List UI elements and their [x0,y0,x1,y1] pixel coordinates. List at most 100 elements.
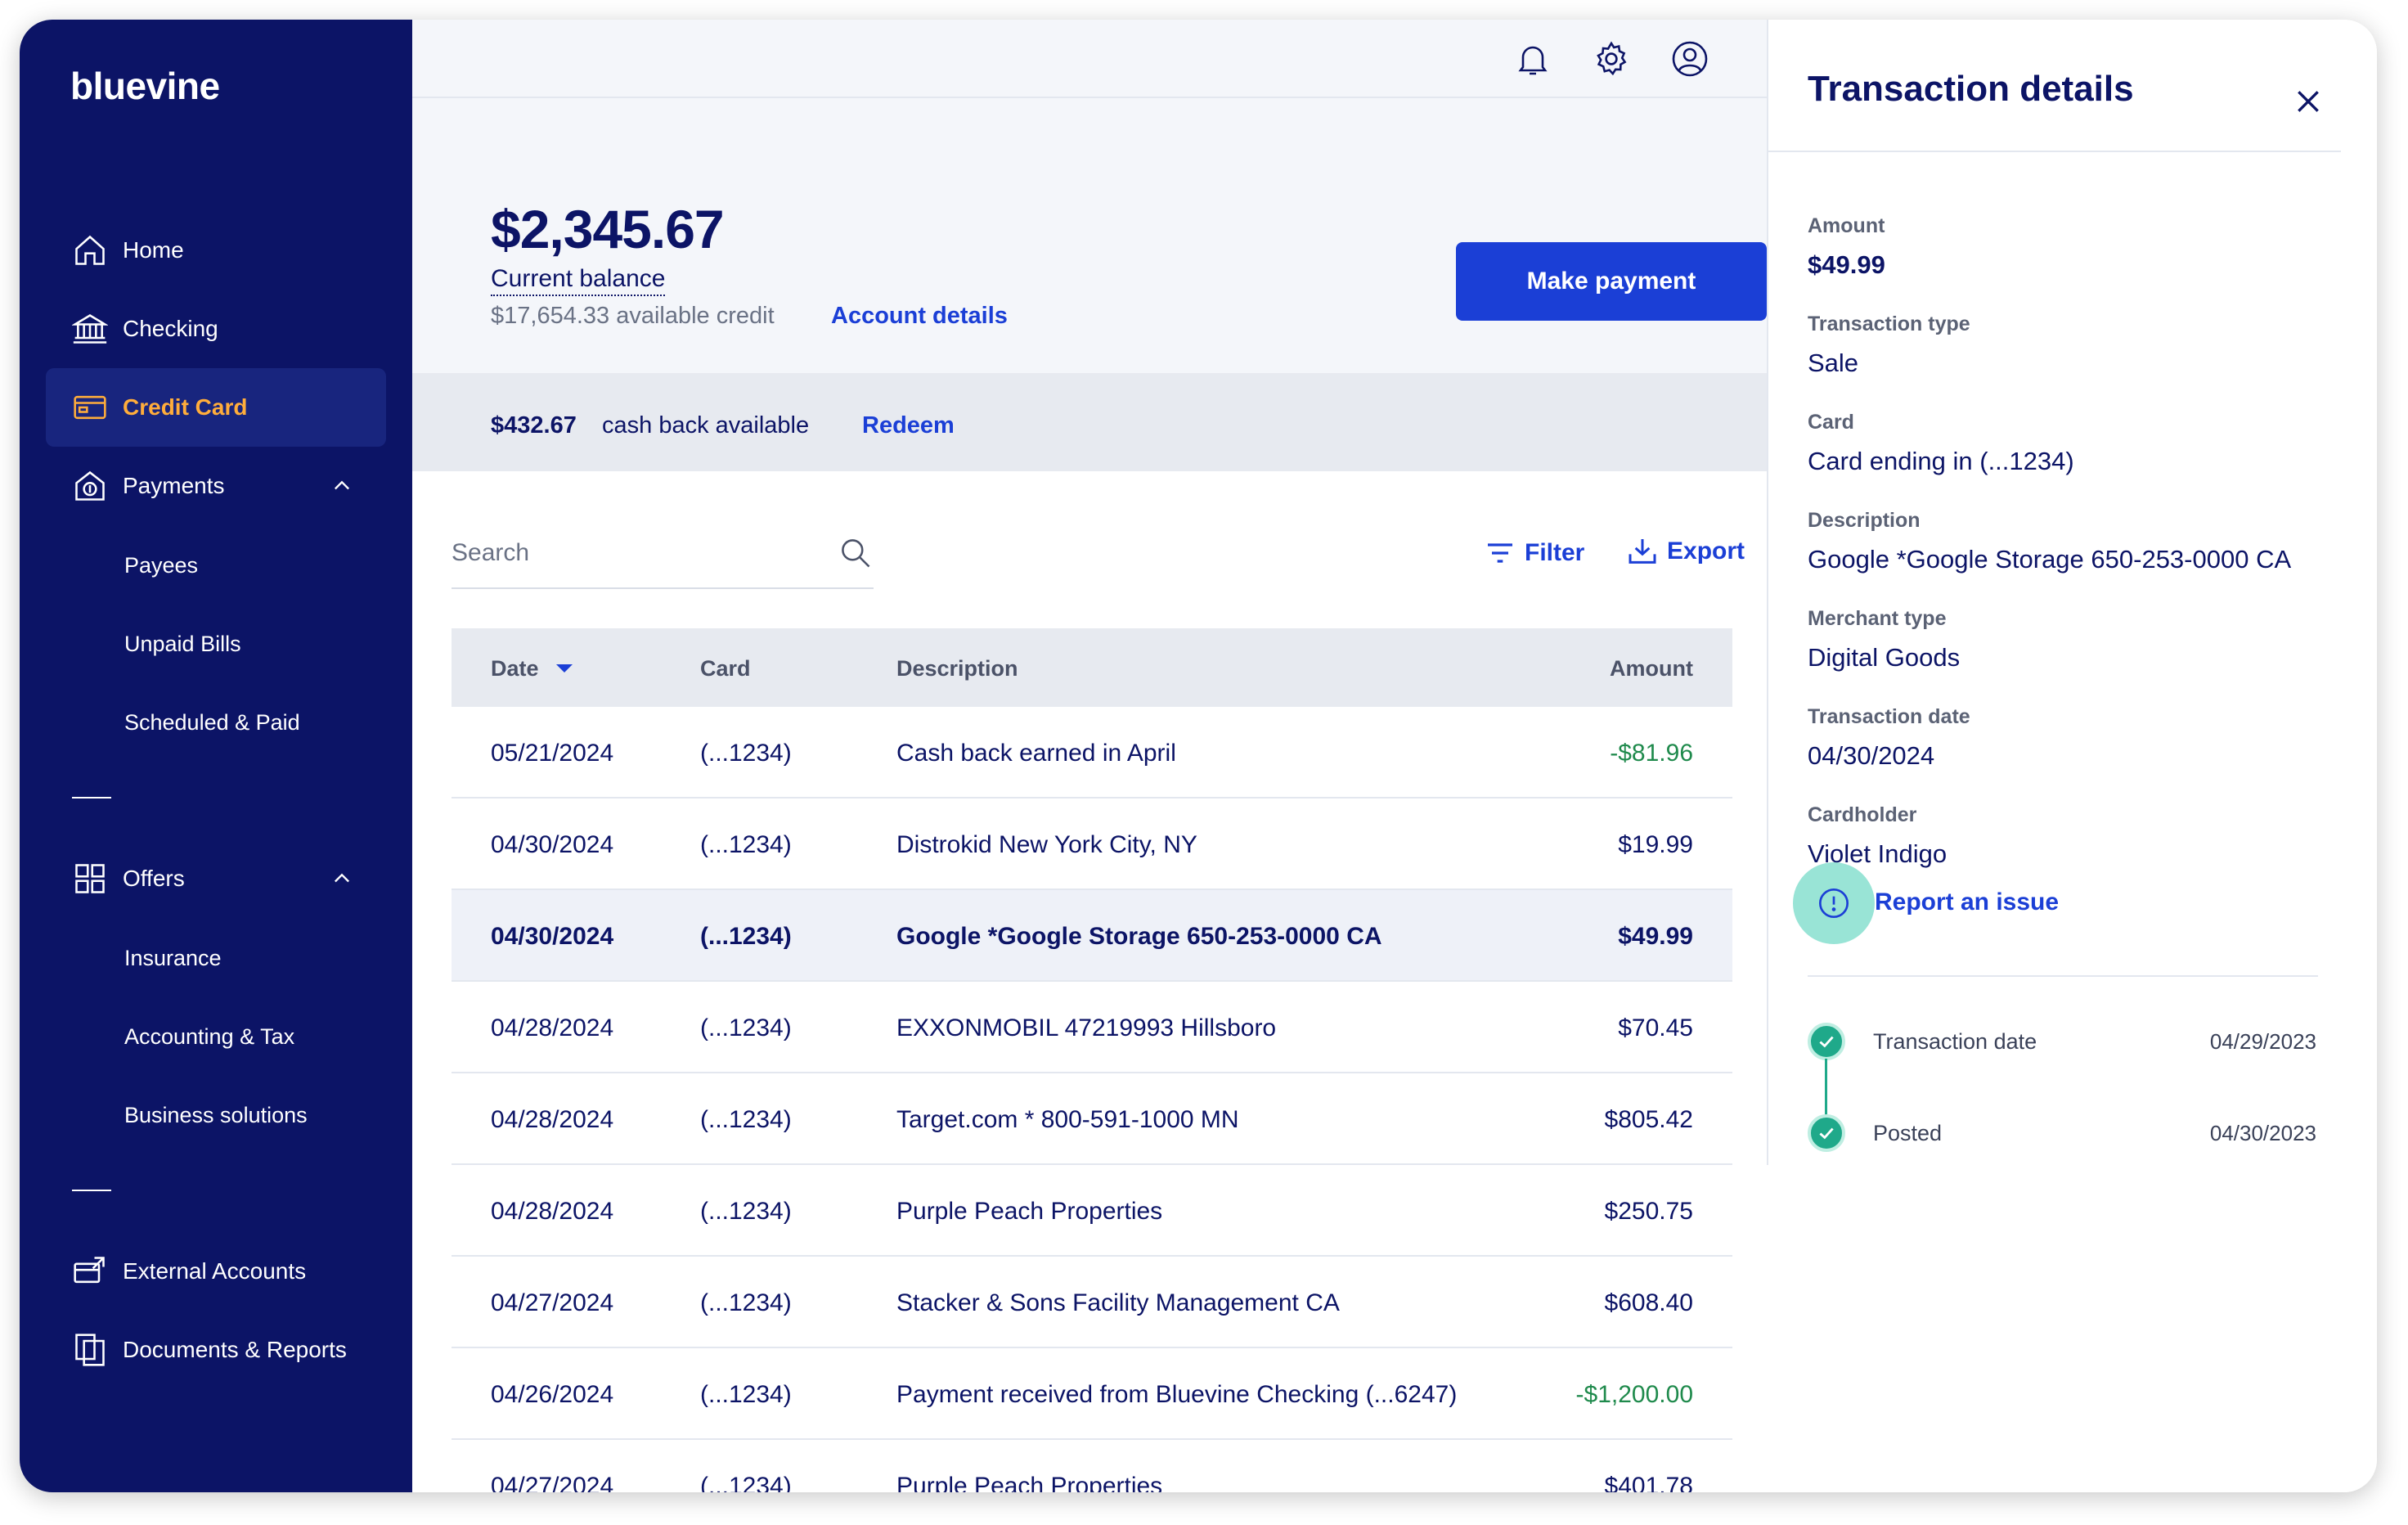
cell-description: Distrokid New York City, NY [896,831,1197,858]
main-content: $2,345.67 Current balance $17,654.33 ava… [412,20,1767,1492]
chevron-up-icon[interactable] [330,867,353,890]
cell-date: 04/30/2024 [491,923,614,950]
table-row[interactable]: 04/30/2024 (...1234) Distrokid New York … [452,798,1732,890]
cell-date: 04/28/2024 [491,1198,614,1225]
bell-icon[interactable] [1513,39,1552,79]
cell-card: (...1234) [700,923,792,950]
sidebar-subitem-unpaid-bills[interactable]: Unpaid Bills [124,632,241,656]
cell-description: Cash back earned in April [896,740,1176,767]
detail-value-transaction-type: Sale [1808,349,1859,377]
timeline-label: Transaction date [1873,1029,2037,1054]
detail-label-card: Card [1808,411,1854,434]
home-icon [70,231,110,270]
sidebar-subitem-scheduled-paid[interactable]: Scheduled & Paid [124,710,300,735]
sidebar-item-label: Offers [123,866,185,891]
export-icon [1629,539,1656,564]
sidebar-subitem-insurance[interactable]: Insurance [124,946,222,970]
table-row[interactable]: 04/27/2024 (...1234) Stacker & Sons Faci… [452,1257,1732,1348]
search-input[interactable] [452,535,811,571]
user-icon[interactable] [1670,39,1709,79]
credit-card-icon [70,388,110,427]
available-credit: $17,654.33 available credit [491,303,775,329]
payments-icon [70,466,110,506]
cashback-amount: $432.67 [491,412,577,439]
column-header-amount[interactable]: Amount [1610,656,1693,681]
cell-card: (...1234) [700,1106,792,1133]
report-issue-link[interactable]: Report an issue [1793,862,2059,944]
cell-date: 05/21/2024 [491,740,614,767]
make-payment-button[interactable]: Make payment [1456,242,1767,321]
cell-date: 04/26/2024 [491,1381,614,1408]
filter-icon [1488,543,1512,563]
sidebar-item-label: Checking [123,316,218,341]
check-circle-icon [1808,1023,1845,1060]
app-window: bluevine Home Checking Credit Card Payme… [20,20,2377,1492]
export-button[interactable]: Export [1626,532,1745,571]
timeline-date: 04/30/2023 [2209,1121,2316,1145]
table-row[interactable]: 04/26/2024 (...1234) Payment received fr… [452,1348,1732,1440]
table-row[interactable]: 05/21/2024 (...1234) Cash back earned in… [452,707,1732,798]
report-issue-label: Report an issue [1875,888,2060,915]
sidebar-item-label: Credit Card [123,394,248,420]
chevron-up-icon[interactable] [330,475,353,497]
sidebar-subitem-accounting-tax[interactable]: Accounting & Tax [124,1024,295,1049]
search-icon[interactable] [838,535,874,571]
cashback-text: cash back available [602,412,810,439]
panel-title: Transaction details [1808,69,2134,109]
detail-label-transaction-date: Transaction date [1808,705,1970,728]
detail-label-cardholder: Cardholder [1808,803,1917,826]
table-row[interactable]: 04/28/2024 (...1234) EXXONMOBIL 47219993… [452,982,1732,1073]
cell-amount: $70.45 [1618,1014,1693,1041]
account-details-link[interactable]: Account details [831,303,1008,329]
close-icon[interactable] [2292,85,2325,118]
cell-card: (...1234) [700,1473,792,1492]
alert-circle-icon [1819,888,1849,918]
table-row-selected[interactable]: 04/30/2024 (...1234) Google *Google Stor… [452,890,1732,982]
current-balance-label[interactable]: Current balance [491,265,666,296]
cell-amount: $805.42 [1604,1106,1693,1133]
cell-amount: $250.75 [1604,1198,1693,1225]
cell-description: Stacker & Sons Facility Management CA [896,1289,1340,1316]
cell-description: Purple Peach Properties [896,1473,1163,1492]
cell-amount: -$1,200.00 [1575,1381,1693,1408]
sidebar-item-documents-reports[interactable]: Documents & Reports [46,1311,386,1389]
cell-description: Purple Peach Properties [896,1198,1163,1225]
sidebar-item-credit-card[interactable]: Credit Card [46,368,386,447]
cell-card: (...1234) [700,1381,792,1408]
redeem-link[interactable]: Redeem [862,412,955,439]
detail-value-card: Card ending in (...1234) [1808,447,2074,475]
timeline-label: Posted [1873,1121,1943,1145]
sidebar-item-offers[interactable]: Offers [46,839,386,918]
sidebar-subitem-payees[interactable]: Payees [124,553,199,578]
cell-amount: $49.99 [1618,923,1693,950]
sidebar-item-checking[interactable]: Checking [46,290,386,368]
cell-amount: $401.78 [1604,1473,1693,1492]
table-row[interactable]: 04/28/2024 (...1234) Purple Peach Proper… [452,1165,1732,1257]
cell-card: (...1234) [700,831,792,858]
timeline-date: 04/29/2023 [2209,1029,2316,1054]
sidebar-item-home[interactable]: Home [46,211,386,290]
filter-label: Filter [1525,539,1585,566]
sidebar-item-external-accounts[interactable]: External Accounts [46,1232,386,1311]
cell-amount: -$81.96 [1610,740,1693,767]
filter-button[interactable]: Filter [1484,535,1584,571]
column-header-date[interactable]: Date [491,656,539,681]
cell-card: (...1234) [700,1014,792,1041]
gear-icon[interactable] [1592,39,1631,79]
current-balance-amount: $2,345.67 [491,199,725,259]
sidebar-subitem-business-solutions[interactable]: Business solutions [124,1103,308,1127]
logo[interactable]: bluevine [70,65,220,107]
cashback-banner: $432.67 cash back available Redeem [412,373,1767,471]
search-box [452,517,874,589]
table-row[interactable]: 04/28/2024 (...1234) Target.com * 800-59… [452,1073,1732,1165]
detail-label-description: Description [1808,509,1921,532]
sidebar-item-payments[interactable]: Payments [46,447,386,525]
detail-value-amount: $49.99 [1808,250,1885,279]
top-bar [412,20,1767,98]
table-row[interactable]: 04/27/2024 (...1234) Purple Peach Proper… [452,1440,1732,1492]
column-header-card[interactable]: Card [700,656,751,681]
cell-card: (...1234) [700,1289,792,1316]
cell-description: Target.com * 800-591-1000 MN [896,1106,1239,1133]
sort-down-icon[interactable] [556,664,573,673]
column-header-description[interactable]: Description [896,656,1018,681]
